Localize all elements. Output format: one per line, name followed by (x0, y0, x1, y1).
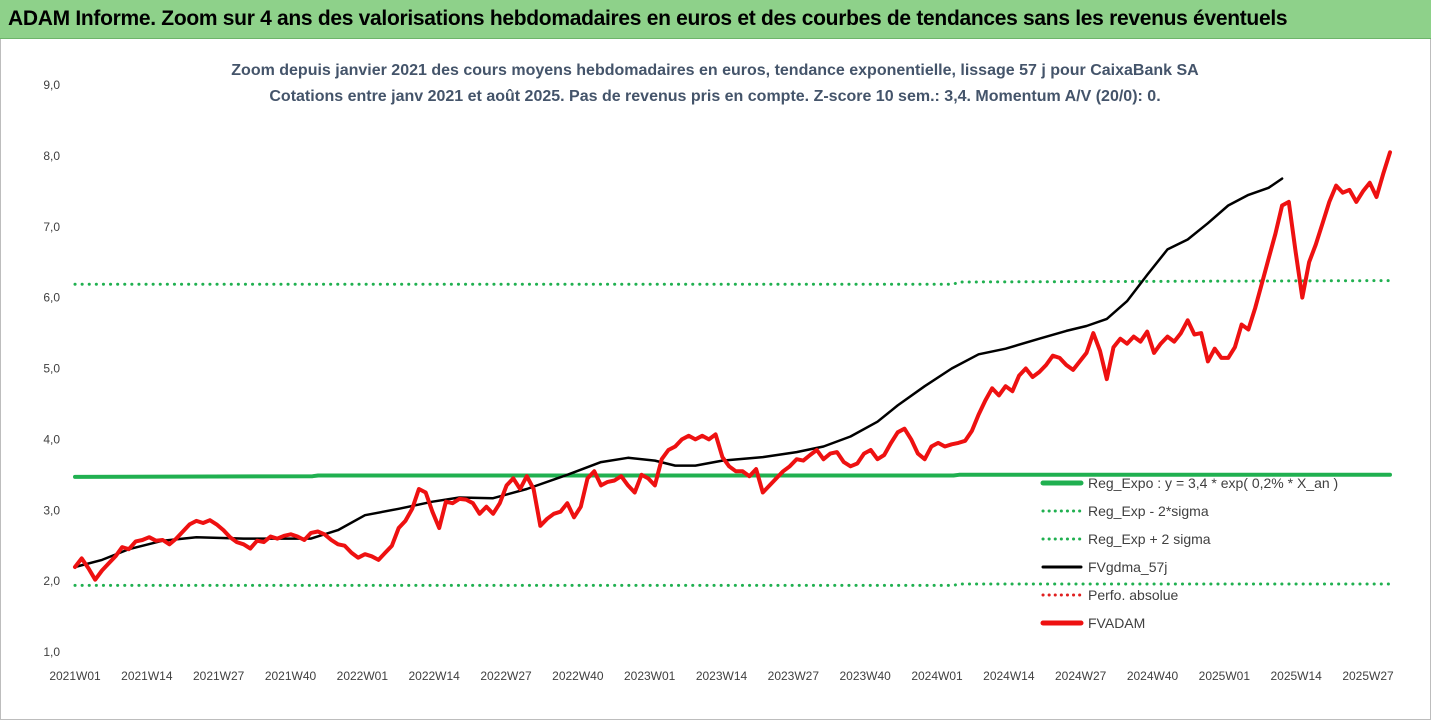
x-tick-label: 2023W01 (624, 669, 676, 683)
x-tick-label: 2023W27 (768, 669, 820, 683)
x-axis: 2021W01 2021W14 2021W27 2021W40 2022W01 2022W… (49, 669, 1394, 683)
y-tick-label: 3,0 (43, 503, 60, 517)
x-tick-label: 2022W14 (408, 669, 460, 683)
x-tick-label: 2021W01 (49, 669, 101, 683)
x-tick-label: 2021W27 (193, 669, 245, 683)
y-tick-label: 6,0 (43, 291, 60, 305)
x-tick-label: 2022W01 (337, 669, 389, 683)
plot-area (73, 150, 1392, 587)
x-tick-label: 2024W14 (983, 669, 1035, 683)
report-title: ADAM Informe. Zoom sur 4 ans des valoris… (8, 7, 1288, 30)
series-line-2 (73, 279, 1392, 286)
legend-label-0: Reg_Expo : y = 3,4 * exp( 0,2% * X_an ) (1088, 475, 1338, 491)
y-tick-label: 4,0 (43, 432, 60, 446)
x-tick-label: 2023W14 (696, 669, 748, 683)
legend-label-3: FVgdma_57j (1088, 559, 1167, 575)
legend: Reg_Expo : y = 3,4 * exp( 0,2% * X_an ) R… (1040, 475, 1338, 631)
x-tick-label: 2021W14 (121, 669, 173, 683)
y-tick-label: 2,0 (43, 574, 60, 588)
x-tick-label: 2023W40 (839, 669, 891, 683)
series-line-5 (73, 150, 1392, 582)
y-tick-label: 9,0 (43, 78, 60, 92)
x-tick-label: 2021W40 (265, 669, 317, 683)
y-tick-label: 1,0 (43, 645, 60, 659)
series-line-1 (73, 582, 1392, 587)
y-tick-label: 7,0 (43, 220, 60, 234)
y-tick-label: 8,0 (43, 149, 60, 163)
x-tick-label: 2024W01 (911, 669, 963, 683)
legend-label-5: FVADAM (1088, 615, 1145, 631)
y-tick-label: 5,0 (43, 362, 60, 376)
x-tick-label: 2022W27 (480, 669, 532, 683)
x-tick-label: 2022W40 (552, 669, 604, 683)
x-tick-label: 2025W01 (1199, 669, 1251, 683)
x-tick-label: 2025W27 (1342, 669, 1394, 683)
x-tick-label: 2024W27 (1055, 669, 1107, 683)
chart-title: Zoom depuis janvier 2021 des cours moyen… (231, 62, 1199, 79)
series-line-0 (73, 472, 1392, 479)
x-tick-label: 2025W14 (1270, 669, 1322, 683)
legend-label-1: Reg_Exp - 2*sigma (1088, 503, 1209, 519)
legend-label-2: Reg_Exp + 2 sigma (1088, 531, 1211, 547)
legend-label-4: Perfo. absolue (1088, 587, 1178, 603)
y-axis: 1,0 2,0 3,0 4,0 5,0 6,0 7,0 8,0 9,0 (43, 78, 60, 659)
series-line-3 (73, 177, 1284, 569)
report-banner: ADAM Informe. Zoom sur 4 ans des valoris… (0, 0, 1431, 39)
x-tick-label: 2024W40 (1127, 669, 1179, 683)
chart-subtitle: Cotations entre janv 2021 et août 2025. … (269, 88, 1160, 105)
